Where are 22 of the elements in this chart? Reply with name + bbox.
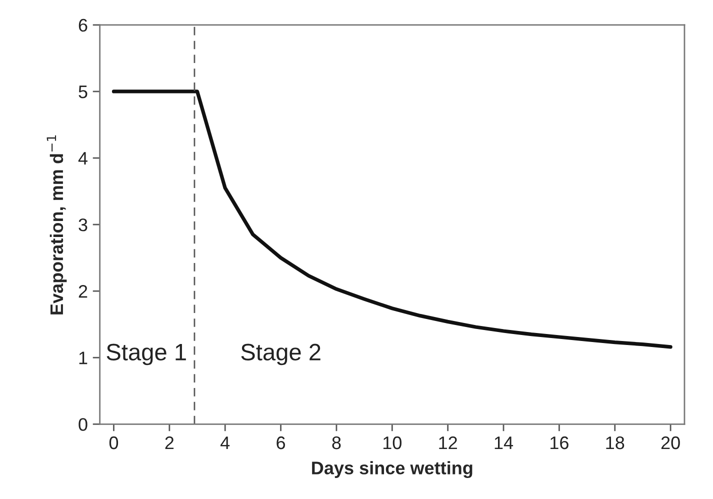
x-tick-label: 6: [276, 436, 286, 450]
y-tick-label: 3: [78, 218, 88, 232]
x-tick-label: 12: [439, 436, 457, 450]
x-tick-label: 16: [550, 436, 568, 450]
y-axis-title: Evaporation, mm d$^{−1}$: [46, 135, 67, 314]
x-tick-label: 0: [109, 436, 118, 450]
y-tick-label: 2: [78, 285, 88, 298]
x-axis-title: Days since wetting: [312, 461, 472, 478]
x-tick-label: 2: [165, 436, 174, 450]
x-tick-label: 10: [383, 436, 402, 450]
y-tick-label: 5: [78, 86, 88, 98]
x-tick-label: 4: [220, 436, 230, 450]
y-tick-label: 1: [79, 352, 88, 364]
annotation: Stage 2: [241, 344, 320, 366]
x-tick-label: 14: [494, 436, 514, 450]
y-tick-label: 0: [78, 418, 88, 431]
y-tick-label: 4: [78, 152, 88, 165]
x-tick-label: 18: [606, 436, 624, 450]
x-tick-label: 8: [332, 436, 341, 450]
y-tick-label: 6: [78, 18, 88, 32]
annotation: Stage 1: [106, 344, 186, 366]
x-tick-label: 20: [661, 436, 680, 450]
